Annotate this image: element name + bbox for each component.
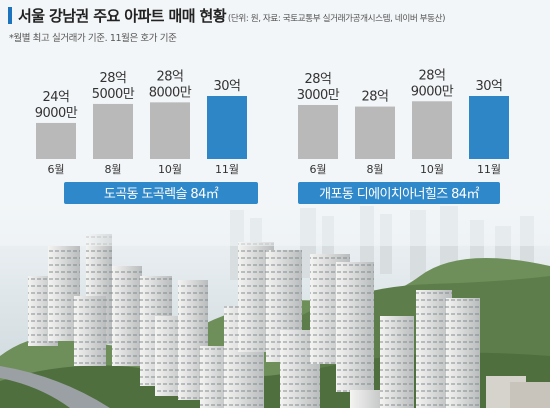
data-label: 30억 xyxy=(475,79,502,94)
tick-label: 6월 xyxy=(47,163,64,176)
chart-title: 도곡동 도곡렉슬 84㎡ xyxy=(104,187,219,202)
data-label: 28억 xyxy=(156,69,183,84)
data-label: 30억 xyxy=(213,79,240,94)
data-label: 28억 xyxy=(361,90,388,105)
chart-title-bar xyxy=(298,182,500,204)
data-label: 5000만 xyxy=(92,87,135,102)
bar xyxy=(355,106,395,159)
tick-label: 10월 xyxy=(158,163,182,176)
bar xyxy=(207,96,247,159)
source-note: (단위: 원, 자료: 국토교통부 실거래가공개시스템, 네이버 부동산) xyxy=(227,14,446,24)
bar xyxy=(36,122,76,159)
data-label: 8000만 xyxy=(149,85,192,100)
tick-label: 11월 xyxy=(477,163,501,176)
apartment-complex-illustration xyxy=(0,206,550,408)
bar xyxy=(93,103,133,159)
page-title: 서울 강남권 주요 아파트 매매 현황 xyxy=(18,7,227,25)
tick-label: 8월 xyxy=(366,163,383,176)
header: 서울 강남권 주요 아파트 매매 현황 (단위: 원, 자료: 국토교통부 실거… xyxy=(8,4,548,26)
chart-title: 개포동 디에이치아너힐즈 84㎡ xyxy=(319,187,479,202)
footnote: *월별 최고 실거래가 기준. 11월은 호가 기준 xyxy=(9,33,177,44)
data-label: 24억 xyxy=(42,90,69,105)
data-label: 28억 xyxy=(304,72,331,87)
tick-label: 11월 xyxy=(215,163,239,176)
tick-label: 10월 xyxy=(420,163,444,176)
data-label: 28억 xyxy=(418,68,445,83)
bar xyxy=(150,102,190,159)
data-label: 3000만 xyxy=(297,88,340,103)
data-label: 9000만 xyxy=(411,84,454,99)
bar-charts: 24억9000만6월28억5000만8월28억8000만10월30억11월도곡동… xyxy=(35,68,509,204)
data-label: 9000만 xyxy=(35,106,78,121)
bar xyxy=(469,96,509,159)
chart-title-bar xyxy=(64,182,258,204)
title-accent-bar xyxy=(8,7,12,24)
tick-label: 6월 xyxy=(309,163,326,176)
tick-label: 8월 xyxy=(104,163,121,176)
bar xyxy=(412,101,452,159)
apartment-photo xyxy=(0,206,550,408)
bar xyxy=(298,104,338,159)
data-label: 28억 xyxy=(99,71,126,86)
